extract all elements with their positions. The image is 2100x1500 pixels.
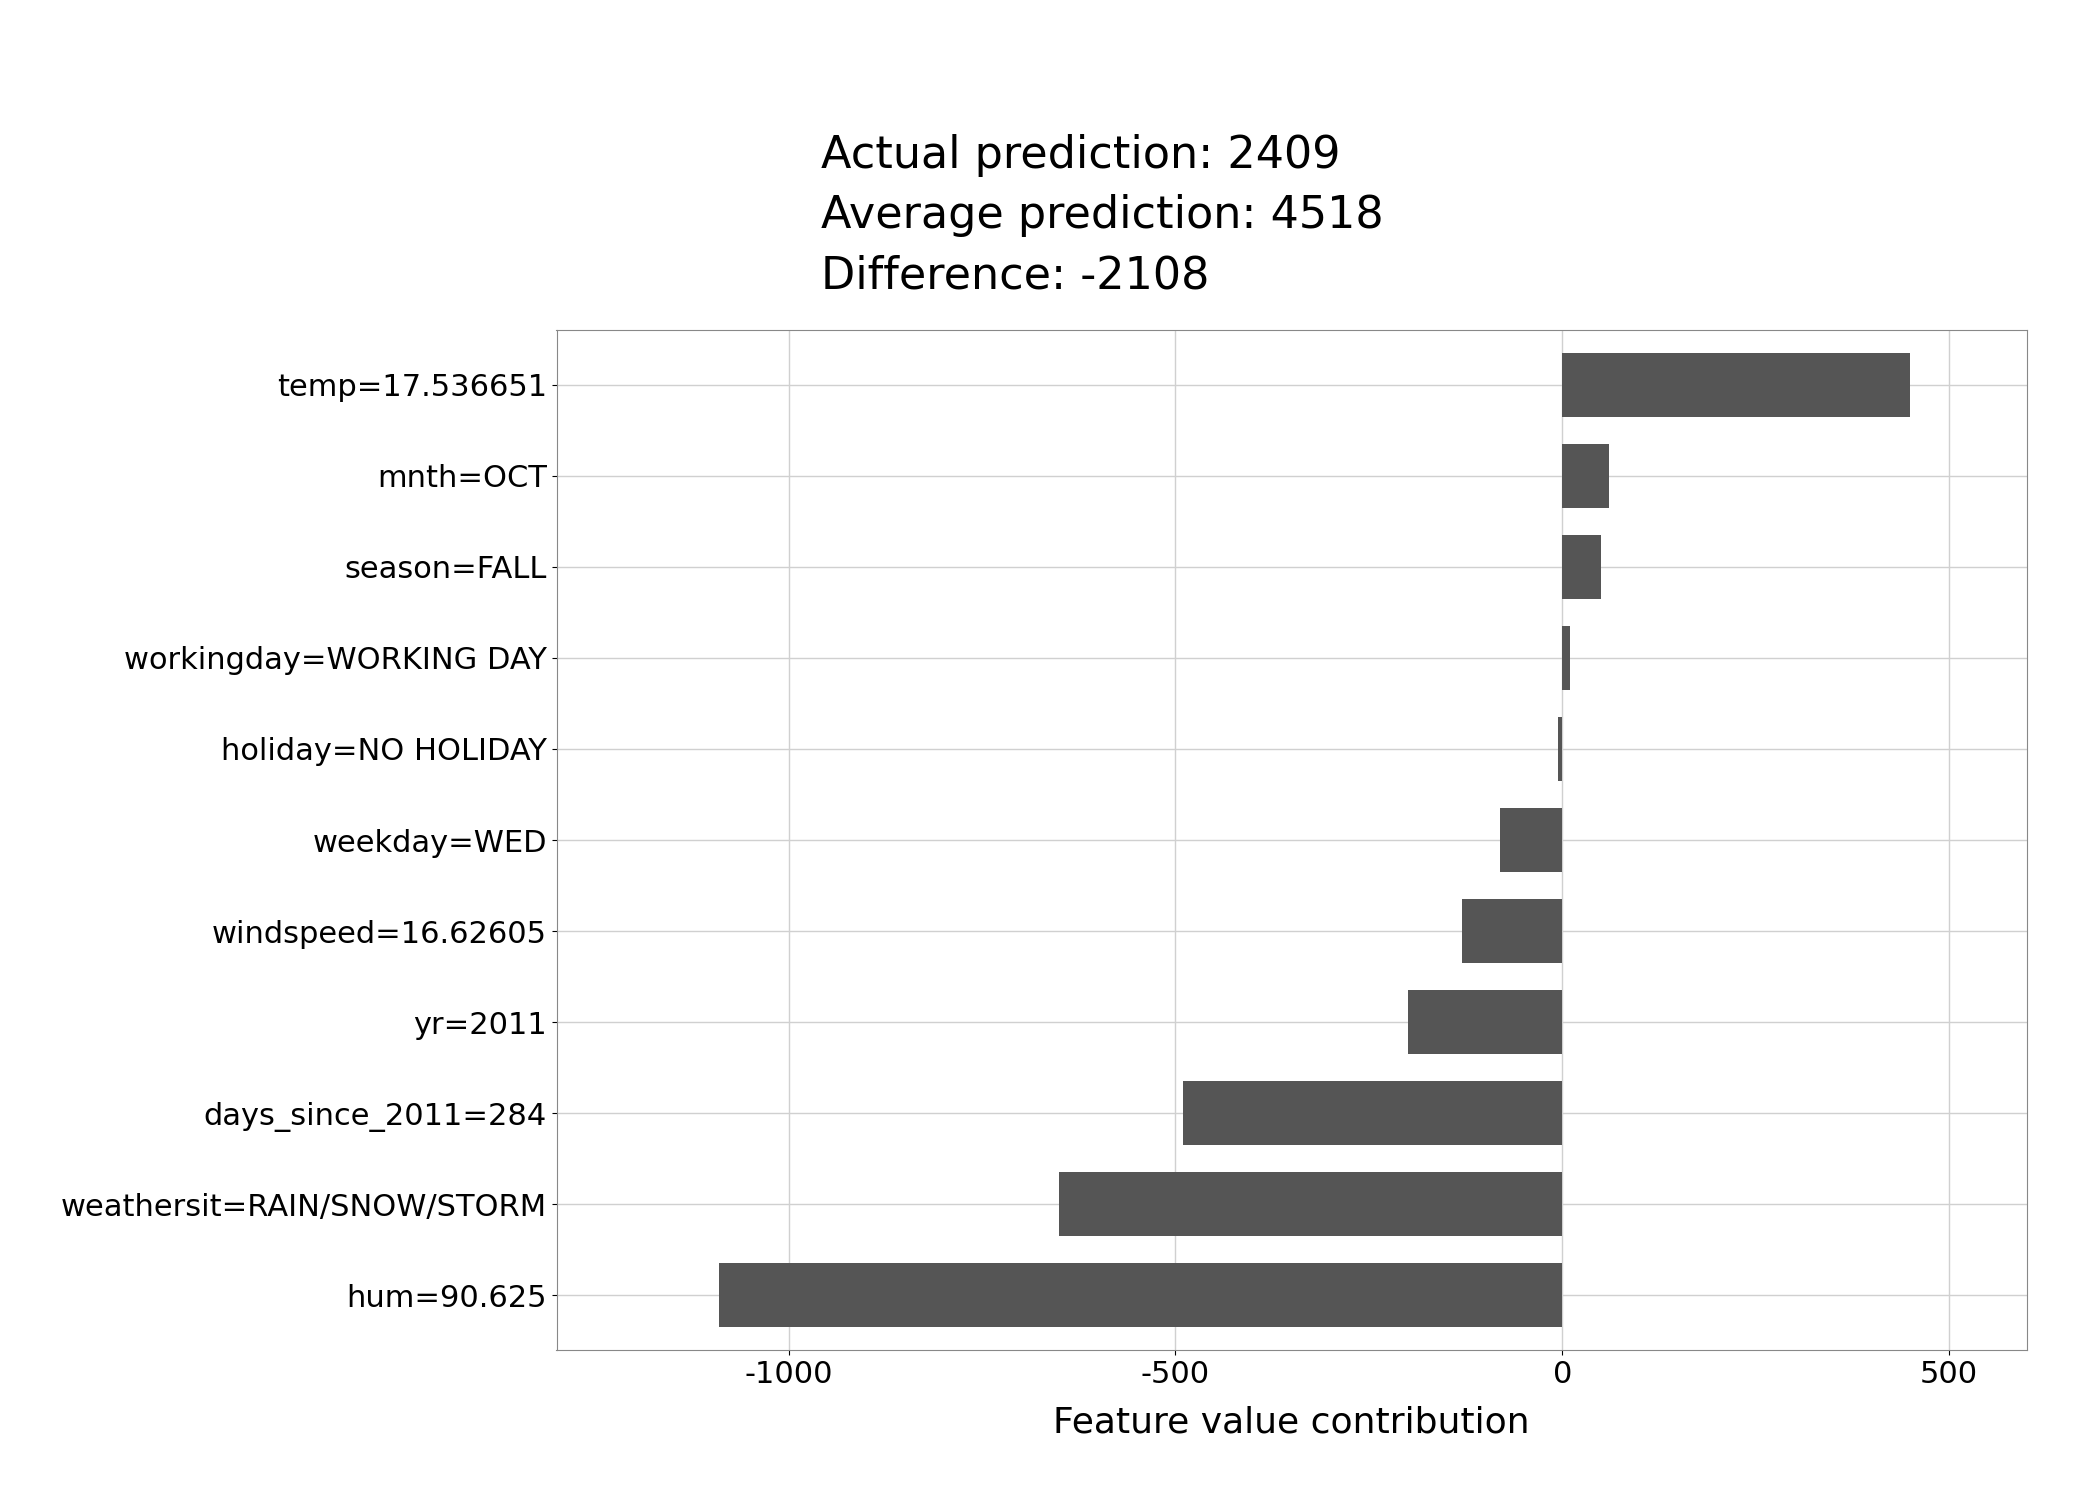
Bar	[1562, 352, 1911, 417]
Bar	[1562, 626, 1571, 690]
Bar	[1462, 898, 1562, 963]
Bar	[1562, 536, 1600, 598]
Bar	[1407, 990, 1562, 1054]
Bar	[1499, 808, 1562, 871]
Bar	[718, 1263, 1562, 1328]
Text: Actual prediction: 2409
Average prediction: 4518
Difference: -2108: Actual prediction: 2409 Average predicti…	[821, 135, 1384, 297]
Bar	[1562, 444, 1609, 507]
Bar	[1058, 1173, 1562, 1236]
Bar	[1182, 1082, 1562, 1144]
Bar	[1558, 717, 1562, 782]
X-axis label: Feature value contribution: Feature value contribution	[1054, 1406, 1529, 1440]
